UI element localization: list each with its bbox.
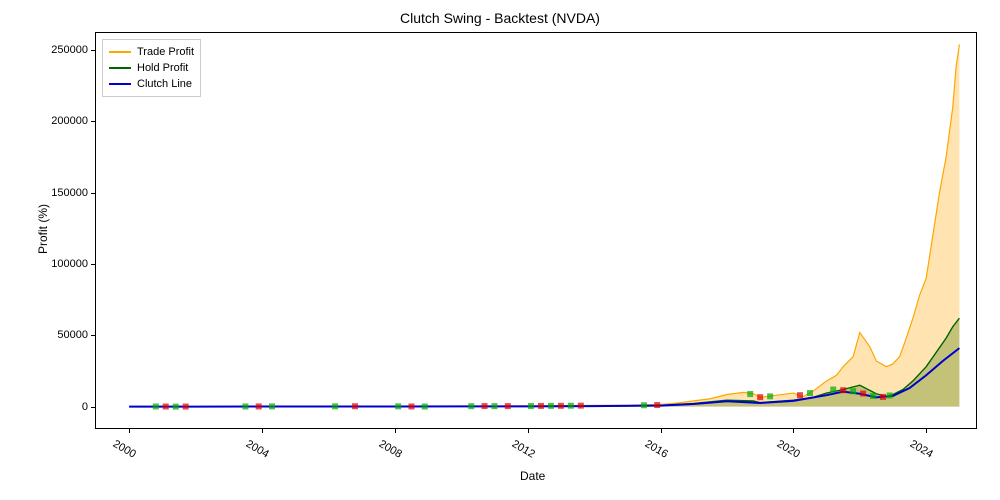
legend-swatch	[109, 83, 131, 85]
chart-container: Clutch Swing - Backtest (NVDA) Trade Pro…	[0, 0, 1000, 500]
plot-svg	[96, 33, 976, 428]
legend: Trade Profit Hold Profit Clutch Line	[102, 39, 201, 97]
legend-label: Hold Profit	[137, 62, 188, 74]
chart-title: Clutch Swing - Backtest (NVDA)	[0, 10, 1000, 26]
legend-label: Clutch Line	[137, 78, 192, 90]
y-axis-label: Profit (%)	[36, 203, 50, 253]
legend-label: Trade Profit	[137, 46, 194, 58]
legend-item-trade-profit: Trade Profit	[109, 44, 194, 60]
legend-swatch	[109, 51, 131, 53]
plot-area: Trade Profit Hold Profit Clutch Line 050…	[95, 32, 977, 429]
legend-item-clutch-line: Clutch Line	[109, 76, 194, 92]
x-axis-label: Date	[520, 469, 545, 483]
legend-item-hold-profit: Hold Profit	[109, 60, 194, 76]
legend-swatch	[109, 67, 131, 69]
